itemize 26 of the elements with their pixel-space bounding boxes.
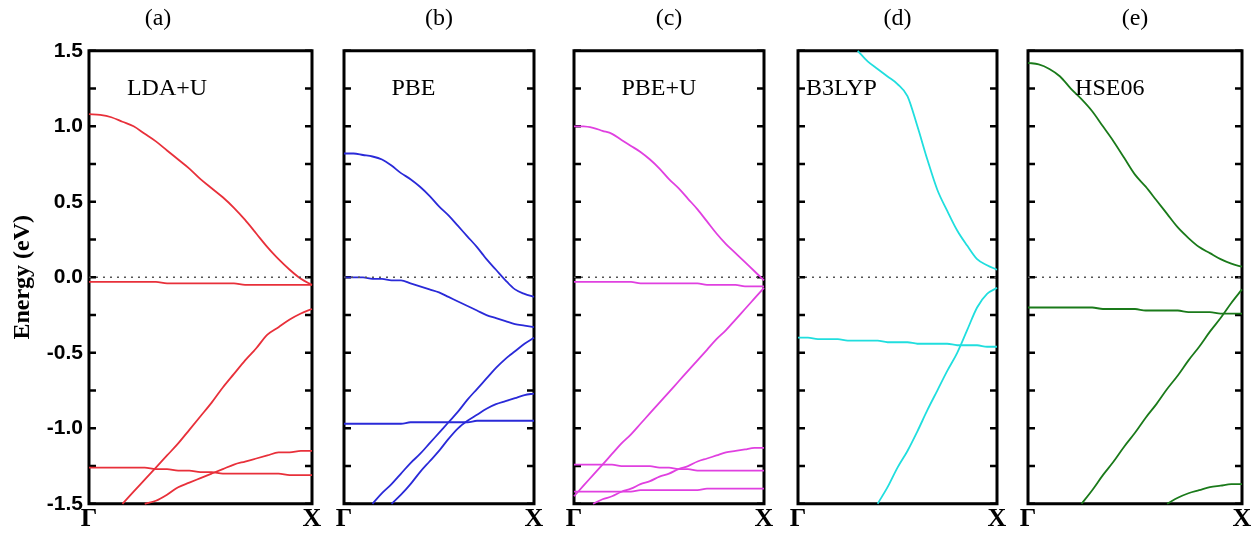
y-axis-title: Energy (eV) [7,214,34,340]
annotation: PBE+U [621,74,697,101]
annotation: B3LYP [805,74,877,101]
chart-title: (b) [425,3,453,30]
x-tick-label: Γ [1019,503,1037,533]
x-tick-label: X [754,503,774,533]
x-tick-label: Γ [335,503,353,533]
x-tick-label: X [524,503,544,533]
chart-title: (d) [883,3,912,30]
x-tick-label: Γ [565,503,583,533]
annotation: HSE06 [1075,74,1145,101]
x-tick-label: X [987,503,1007,533]
chart-title: (c) [655,3,683,30]
y-tick-label: 0.5 [53,188,84,212]
annotation: PBE [391,74,436,101]
x-tick-label: X [302,503,322,533]
chart-title: (a) [144,3,172,30]
y-tick-label: 1.5 [53,37,84,61]
chart-title: (e) [1121,3,1149,30]
y-tick-label: -0.5 [46,339,84,363]
y-tick-label: 1.0 [53,113,83,137]
y-tick-label: -1.0 [46,415,83,439]
x-tick-label: Γ [789,503,807,533]
y-tick-label: 0.0 [53,264,83,288]
annotation: LDA+U [126,74,208,101]
x-tick-label: X [1232,503,1252,533]
